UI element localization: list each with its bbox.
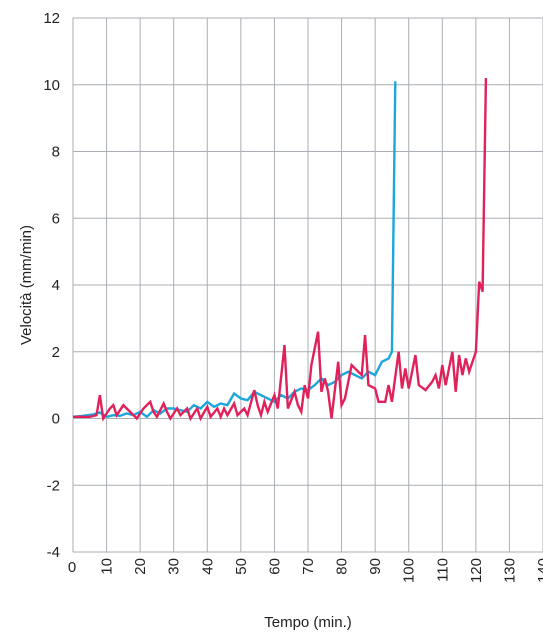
x-tick-label-5: 50 <box>233 558 250 575</box>
grid <box>72 17 543 553</box>
y-axis-title: Velocità (mm/min) <box>18 225 35 345</box>
x-tick-label-12: 120 <box>468 558 485 583</box>
y-tick-label-2: 0 <box>52 411 60 428</box>
x-tick-label-8: 80 <box>334 558 351 575</box>
x-tick-label-4: 40 <box>199 558 216 575</box>
x-tick-label-13: 130 <box>501 558 518 583</box>
x-axis-title: Tempo (min.) <box>264 614 352 631</box>
x-tick-label-1: 10 <box>99 558 116 575</box>
y-tick-label-6: 8 <box>52 144 60 161</box>
x-tick-label-9: 90 <box>367 558 384 575</box>
y-tick-label-7: 10 <box>43 77 60 94</box>
x-tick-label-2: 20 <box>132 558 149 575</box>
x-tick-label-11: 110 <box>434 558 451 582</box>
x-tick-label-0: 0 <box>68 559 76 576</box>
y-tick-labels: -4 -2 0 2 4 6 8 10 12 <box>43 10 60 561</box>
x-tick-label-6: 60 <box>266 558 283 575</box>
y-tick-label-3: 2 <box>52 344 60 361</box>
x-tick-label-7: 70 <box>300 558 317 575</box>
series-group <box>72 78 488 422</box>
y-tick-label-5: 6 <box>52 210 60 227</box>
y-tick-label-0: -4 <box>47 544 60 561</box>
y-tick-label-1: -2 <box>47 477 60 494</box>
series-line-1 <box>73 78 488 422</box>
y-tick-label-4: 4 <box>52 277 60 294</box>
x-tick-labels: 0 10 20 30 40 50 60 70 80 90 100 110 120 130 140 <box>68 558 543 583</box>
x-tick-label-14: 140 <box>535 558 543 583</box>
y-tick-label-8: 12 <box>43 10 60 27</box>
x-tick-label-10: 100 <box>401 558 418 583</box>
x-tick-label-3: 30 <box>166 558 183 575</box>
